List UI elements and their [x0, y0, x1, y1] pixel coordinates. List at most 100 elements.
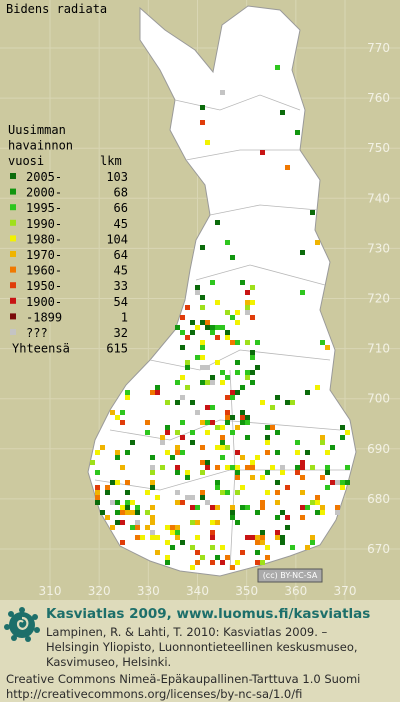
citation-line: Lampinen, R. & Lahti, T. 2010: Kasviatla…	[46, 625, 328, 639]
record-square	[310, 465, 315, 470]
record-square	[275, 480, 280, 485]
record-square	[305, 390, 310, 395]
record-square	[305, 450, 310, 455]
record-square	[210, 560, 215, 565]
record-square	[205, 500, 210, 505]
record-square	[280, 510, 285, 515]
record-square	[200, 305, 205, 310]
record-square	[115, 415, 120, 420]
record-square	[230, 415, 235, 420]
legend-count: 32	[114, 326, 128, 340]
record-square	[165, 540, 170, 545]
record-square	[135, 535, 140, 540]
record-square	[200, 245, 205, 250]
record-square	[275, 500, 280, 505]
record-square	[305, 505, 310, 510]
record-square	[250, 300, 255, 305]
record-square	[220, 325, 225, 330]
record-square	[300, 250, 305, 255]
record-square	[90, 460, 95, 465]
record-square	[295, 470, 300, 475]
legend-total-label: Yhteensä	[12, 342, 70, 356]
map-title: Bidens radiata	[6, 2, 107, 16]
record-square	[220, 90, 225, 95]
record-square	[145, 430, 150, 435]
record-square	[210, 520, 215, 525]
record-square	[260, 535, 265, 540]
record-square	[170, 545, 175, 550]
record-square	[330, 445, 335, 450]
legend-swatch	[10, 329, 16, 335]
record-square	[120, 540, 125, 545]
record-square	[250, 315, 255, 320]
record-square	[175, 490, 180, 495]
record-square	[335, 505, 340, 510]
record-square	[165, 560, 170, 565]
record-square	[135, 510, 140, 515]
record-square	[220, 425, 225, 430]
license-line: Creative Commons Nimeä-Epäkaupallinen-Ta…	[6, 672, 360, 686]
record-square	[265, 490, 270, 495]
records	[90, 65, 350, 570]
record-square	[95, 490, 100, 495]
record-square	[225, 555, 230, 560]
record-square	[125, 505, 130, 510]
record-square	[185, 470, 190, 475]
record-square	[175, 500, 180, 505]
record-square	[325, 345, 330, 350]
record-square	[205, 365, 210, 370]
record-square	[175, 525, 180, 530]
record-square	[255, 540, 260, 545]
record-square	[130, 510, 135, 515]
record-square	[190, 440, 195, 445]
record-square	[210, 405, 215, 410]
record-square	[180, 435, 185, 440]
record-square	[115, 500, 120, 505]
record-square	[180, 450, 185, 455]
legend-label: -1899	[26, 310, 62, 324]
record-square	[150, 505, 155, 510]
record-square	[320, 435, 325, 440]
record-square	[175, 445, 180, 450]
record-square	[295, 130, 300, 135]
record-square	[230, 565, 235, 570]
record-square	[165, 430, 170, 435]
record-square	[230, 340, 235, 345]
record-square	[225, 415, 230, 420]
record-square	[110, 480, 115, 485]
record-square	[95, 470, 100, 475]
legend-count: 45	[114, 217, 128, 231]
record-square	[215, 425, 220, 430]
record-square	[130, 525, 135, 530]
x-tick-label: 370	[334, 584, 357, 598]
record-square	[275, 535, 280, 540]
record-square	[240, 485, 245, 490]
record-square	[225, 490, 230, 495]
legend-count-heading: lkm	[100, 154, 122, 168]
record-square	[250, 380, 255, 385]
record-square	[210, 375, 215, 380]
record-square	[240, 385, 245, 390]
record-square	[245, 305, 250, 310]
record-square	[315, 510, 320, 515]
license-line: http://creativecommons.org/licenses/by-n…	[6, 687, 302, 701]
record-square	[175, 325, 180, 330]
record-square	[220, 435, 225, 440]
citation-line: Kasvimuseo, Helsinki.	[46, 655, 171, 669]
record-square	[165, 425, 170, 430]
record-square	[250, 350, 255, 355]
legend-swatch	[10, 251, 16, 257]
record-square	[120, 505, 125, 510]
legend-swatch	[10, 173, 16, 179]
record-square	[150, 535, 155, 540]
record-square	[235, 360, 240, 365]
record-square	[255, 455, 260, 460]
record-square	[190, 495, 195, 500]
record-square	[150, 480, 155, 485]
record-square	[310, 500, 315, 505]
record-square	[185, 305, 190, 310]
record-square	[205, 140, 210, 145]
record-square	[195, 355, 200, 360]
legend-label: 2005-	[26, 170, 62, 184]
y-tick-label: 720	[367, 292, 390, 306]
